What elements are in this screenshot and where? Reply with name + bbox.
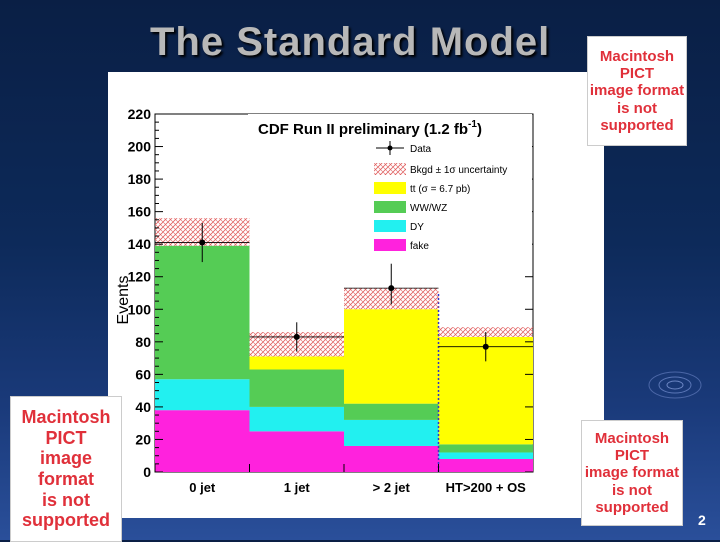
y-tick-label-1: 20 [135, 431, 151, 447]
legend-data-marker [387, 145, 393, 151]
pict-line2: image format [37, 448, 94, 489]
pict-line2: image format [589, 82, 685, 100]
y-tick-label-9: 180 [128, 171, 152, 187]
y-tick-label-5: 100 [128, 301, 152, 317]
bar-dy-0 [155, 379, 250, 411]
page-number: 2 [698, 512, 706, 528]
legend-label-dy: DY [410, 222, 424, 233]
bar-dy-2 [344, 419, 439, 446]
y-tick-label-7: 140 [128, 236, 152, 252]
y-axis-label: Events [115, 276, 132, 325]
y-tick-label-10: 200 [128, 139, 152, 155]
data-point-1 [293, 333, 300, 340]
y-tick-label-0: 0 [143, 464, 151, 480]
y-axis: 0 20 40 60 80 100 120 140 160 180 200 220 [128, 106, 533, 480]
bar-wwwz-1 [249, 369, 344, 407]
x-tick-label-0: 0 jet [189, 480, 216, 495]
bar-wwwz-0 [155, 245, 250, 380]
y-tick-label-8: 160 [128, 204, 152, 220]
pict-line1: Macintosh PICT [594, 429, 670, 465]
bar-ttbar-2 [344, 309, 439, 404]
pict-line3: is not supported [595, 481, 669, 516]
pict-line1: Macintosh PICT [21, 406, 111, 448]
y-tick-label-2: 40 [135, 399, 151, 415]
y-tick-label-3: 60 [135, 366, 151, 382]
data-point-2 [388, 285, 395, 292]
bar-fake-2 [344, 445, 439, 472]
bar-dy-3 [438, 452, 533, 459]
bar-fake-0 [155, 410, 250, 472]
bar-fake-1 [249, 431, 344, 472]
x-tick-label-3: HT>200 + OS [446, 480, 527, 495]
title-box [248, 114, 532, 142]
legend-label-wwwz: WW/WZ [410, 203, 447, 214]
y-tick-label-11: 220 [128, 106, 152, 122]
pict-placeholder-top: Macintosh PICT image format is not suppo… [587, 36, 687, 146]
chart-title-suffix: ) [477, 121, 482, 138]
legend-swatch-tt [374, 182, 406, 194]
data-point-3 [482, 343, 489, 350]
pict-placeholder-left: Macintosh PICT image format is not suppo… [10, 396, 122, 542]
bar-group [155, 245, 533, 472]
bar-ttbar-1 [249, 356, 344, 370]
x-tick-label-1: 1 jet [284, 480, 311, 495]
pict-line3: is not supported [22, 489, 110, 531]
bar-dy-1 [249, 406, 344, 432]
legend-label-data: Data [410, 144, 432, 155]
pict-line2: image format [584, 464, 680, 482]
legend-swatch-wwwz [374, 201, 406, 213]
legend-swatch-fake [374, 239, 406, 251]
stacked-bar-chart: 0 20 40 60 80 100 120 140 160 180 200 220 0 jet 1 je… [115, 106, 534, 495]
legend-label-band: Bkgd ± 1σ uncertainty [410, 165, 507, 176]
legend-label-tt: tt (σ = 6.7 pb) [410, 184, 470, 195]
pict-line3: is not supported [600, 99, 674, 134]
slide-title: The Standard Model [150, 20, 551, 64]
legend-swatch-band [374, 163, 406, 175]
plot-panel: 0 20 40 60 80 100 120 140 160 180 200 220 0 jet 1 je… [108, 72, 604, 518]
legend: Data Bkgd ± 1σ uncertainty tt (σ = 6.7 p… [370, 138, 532, 260]
legend-swatch-dy [374, 220, 406, 232]
pict-placeholder-right: Macintosh PICT image format is not suppo… [581, 420, 683, 526]
x-tick-label-2: > 2 jet [373, 480, 411, 495]
chart-title: CDF Run II preliminary (1.2 fb-1) [258, 119, 482, 138]
data-points-group [155, 223, 533, 362]
chart-title-sup: -1 [468, 119, 477, 130]
bar-fake-3 [438, 458, 533, 472]
water-ripple-decoration [648, 371, 702, 399]
bar-wwwz-3 [438, 444, 533, 453]
x-axis: 0 jet 1 jet > 2 jet HT>200 + OS [154, 464, 527, 495]
data-point-0 [199, 239, 206, 246]
y-tick-label-6: 120 [128, 269, 152, 285]
pict-line1: Macintosh PICT [599, 47, 675, 83]
chart-title-main: CDF Run II preliminary (1.2 fb [258, 121, 468, 138]
legend-label-fake: fake [410, 241, 429, 252]
y-tick-label-4: 80 [135, 334, 151, 350]
bar-wwwz-2 [344, 403, 439, 420]
